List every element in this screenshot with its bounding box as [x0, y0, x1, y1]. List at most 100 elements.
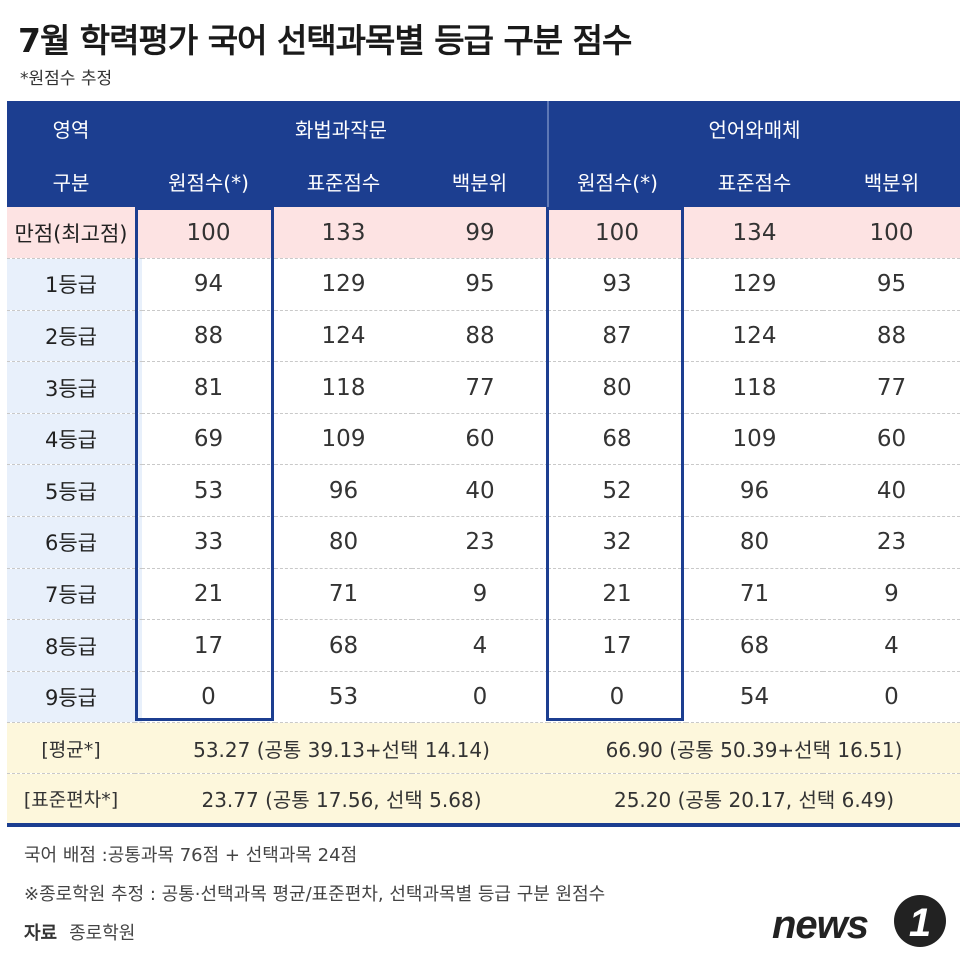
table-cell: 60: [823, 413, 960, 466]
page-title: 7월 학력평가 국어 선택과목별 등급 구분 점수: [18, 21, 632, 60]
table-row: 8등급 17 68 4 17 68 4: [7, 619, 960, 672]
summary-value: 66.90 (공통 50.39+선택 16.51): [548, 722, 960, 775]
table-cell: 100: [548, 207, 686, 260]
table-row: 7등급 21 71 9 21 71 9: [7, 568, 960, 621]
logo-text: news: [772, 903, 868, 947]
table-cell: 17: [548, 619, 686, 672]
table-cell: 32: [548, 516, 686, 569]
summary-value: 53.27 (공통 39.13+선택 14.14): [135, 722, 548, 775]
summary-value: 25.20 (공통 20.17, 선택 6.49): [548, 773, 960, 827]
table-cell: 93: [548, 258, 686, 311]
table-cell: 69: [142, 413, 275, 466]
table-cell: 4: [823, 619, 960, 672]
note-score-allocation: 국어 배점 :공통과목 76점 + 선택과목 24점: [24, 845, 358, 866]
table-cell: 124: [686, 310, 823, 363]
table-cell: 68: [275, 619, 412, 672]
table-cell: 87: [548, 310, 686, 363]
table-row: 9등급 0 53 0 0 54 0: [7, 671, 960, 724]
summary-label: [평균*]: [7, 722, 135, 775]
table-cell: 53: [275, 671, 412, 724]
news1-logo: news 1: [772, 895, 946, 947]
table-row: 1등급 94 129 95 93 129 95: [7, 258, 960, 311]
col-header-1: 표준점수: [275, 155, 412, 207]
table-cell: 134: [686, 207, 823, 260]
table-cell: 88: [823, 310, 960, 363]
table-cell: 0: [142, 671, 275, 724]
table-cell: 88: [412, 310, 548, 363]
row-label: 만점(최고점): [7, 207, 135, 260]
table-cell: 81: [142, 361, 275, 414]
table-cell: 9: [412, 568, 548, 621]
col-header-0: 원점수(*): [142, 155, 275, 207]
table-row: 3등급 81 118 77 80 118 77: [7, 361, 960, 414]
table-cell: 88: [142, 310, 275, 363]
table-cell: 80: [275, 516, 412, 569]
table-cell: 53: [142, 464, 275, 518]
table-cell: 0: [823, 671, 960, 724]
table-cell: 52: [548, 464, 686, 518]
table-cell: 54: [686, 671, 823, 724]
table-cell: 94: [142, 258, 275, 311]
table-row: 만점(최고점) 100 133 99 100 134 100: [7, 207, 960, 260]
table-cell: 129: [275, 258, 412, 311]
table-cell: 23: [823, 516, 960, 569]
row-label: 3등급: [7, 361, 135, 414]
table-cell: 99: [412, 207, 548, 260]
table-cell: 118: [275, 361, 412, 414]
table-cell: 0: [412, 671, 548, 724]
note-estimation: ※종로학원 추정 : 공통·선택과목 평균/표준편차, 선택과목별 등급 구분 …: [24, 884, 606, 905]
row-label: 5등급: [7, 464, 135, 518]
row-label: 6등급: [7, 516, 135, 569]
group-header-0: 화법과작문: [135, 101, 548, 155]
table-cell: 17: [142, 619, 275, 672]
table-cell: 118: [686, 361, 823, 414]
row-label: 4등급: [7, 413, 135, 466]
summary-row-stdev: [표준편차*] 23.77 (공통 17.56, 선택 5.68) 25.20 …: [7, 773, 960, 827]
group-header-1: 언어와매체: [547, 101, 960, 155]
logo-digit: 1: [909, 901, 931, 945]
col-header-2: 백분위: [412, 155, 548, 207]
area-label: 영역: [7, 101, 135, 155]
table-cell: 129: [686, 258, 823, 311]
col-header-3: 원점수(*): [547, 155, 686, 207]
table-cell: 40: [823, 464, 960, 518]
table-row: 2등급 88 124 88 87 124 88: [7, 310, 960, 363]
row-label: 2등급: [7, 310, 135, 363]
source-line: 자료 종로학원: [24, 919, 135, 945]
table-row: 6등급 33 80 23 32 80 23: [7, 516, 960, 569]
header-row-area: 영역 화법과작문 언어와매체: [7, 101, 960, 155]
row-label: 9등급: [7, 671, 135, 724]
header-spacer: [135, 155, 142, 207]
source-value: 종로학원: [69, 923, 136, 944]
table-cell: 33: [142, 516, 275, 569]
table-cell: 124: [275, 310, 412, 363]
table-cell: 71: [275, 568, 412, 621]
table-cell: 68: [686, 619, 823, 672]
table-cell: 77: [412, 361, 548, 414]
row-label: 8등급: [7, 619, 135, 672]
table-row: 4등급 69 109 60 68 109 60: [7, 413, 960, 466]
table-cell: 71: [686, 568, 823, 621]
table-cell: 68: [548, 413, 686, 466]
table-row: 5등급 53 96 40 52 96 40: [7, 464, 960, 518]
table-cell: 21: [548, 568, 686, 621]
col-header-5: 백분위: [823, 155, 960, 207]
table-cell: 80: [548, 361, 686, 414]
table-cell: 100: [142, 207, 275, 260]
table-cell: 40: [412, 464, 548, 518]
summary-row-mean: [평균*] 53.27 (공통 39.13+선택 14.14) 66.90 (공…: [7, 722, 960, 775]
table-cell: 9: [823, 568, 960, 621]
table-cell: 21: [142, 568, 275, 621]
table-cell: 23: [412, 516, 548, 569]
table-cell: 109: [686, 413, 823, 466]
col-header-4: 표준점수: [686, 155, 823, 207]
header-row-columns: 구분 원점수(*) 표준점수 백분위 원점수(*) 표준점수 백분위: [7, 155, 960, 207]
table-cell: 80: [686, 516, 823, 569]
row-label: 7등급: [7, 568, 135, 621]
table-cell: 109: [275, 413, 412, 466]
sub-label: 구분: [7, 155, 135, 207]
table-cell: 60: [412, 413, 548, 466]
grade-table: 영역 화법과작문 언어와매체 구분 원점수(*) 표준점수 백분위 원점수(*)…: [7, 101, 960, 827]
source-label: 자료: [24, 923, 58, 944]
table-cell: 0: [548, 671, 686, 724]
